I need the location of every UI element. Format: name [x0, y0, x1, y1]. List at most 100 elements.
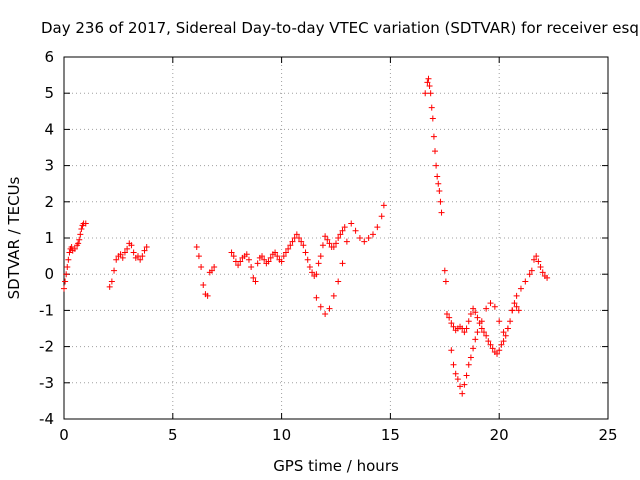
data-point [369, 231, 376, 238]
data-point [66, 249, 73, 256]
data-point [526, 271, 533, 278]
data-point [315, 260, 322, 267]
data-point [461, 381, 468, 388]
y-tick-label: -1 [39, 301, 54, 319]
data-point [235, 262, 242, 269]
data-point [62, 278, 69, 285]
data-point [293, 231, 300, 238]
data-point [438, 209, 445, 216]
data-point [452, 370, 459, 377]
data-point [339, 260, 346, 267]
data-point [374, 224, 381, 231]
data-point [326, 240, 333, 247]
data-point [335, 278, 342, 285]
data-point [317, 253, 324, 260]
data-point [504, 325, 511, 332]
data-point [483, 305, 490, 312]
data-point [432, 148, 439, 155]
y-tick-label: 0 [44, 265, 54, 283]
data-point [461, 329, 468, 336]
data-point [361, 238, 368, 245]
data-point [496, 318, 503, 325]
data-point [208, 267, 215, 274]
data-point [513, 292, 520, 299]
data-point [531, 256, 538, 263]
y-tick-label: 1 [44, 229, 54, 247]
data-point [71, 245, 78, 252]
data-point [437, 198, 444, 205]
data-point [507, 318, 514, 325]
data-point [446, 314, 453, 321]
data-point [121, 249, 128, 256]
data-point [433, 162, 440, 169]
data-point [467, 354, 474, 361]
data-point [427, 90, 434, 97]
y-tick-label: 3 [44, 157, 54, 175]
data-point [211, 263, 218, 270]
data-point [117, 251, 124, 258]
data-point [280, 253, 287, 260]
data-point [322, 311, 329, 318]
y-tick-label: 5 [44, 84, 54, 102]
data-point [265, 258, 272, 265]
data-point [513, 303, 520, 310]
data-point [425, 75, 432, 82]
data-point [298, 238, 305, 245]
data-point [472, 336, 479, 343]
data-point [230, 253, 237, 260]
data-point [500, 329, 507, 336]
data-point [434, 173, 441, 180]
data-point [282, 249, 289, 256]
data-point [317, 303, 324, 310]
data-point [287, 242, 294, 249]
data-point [309, 269, 316, 276]
data-point [313, 271, 320, 278]
data-point [68, 244, 75, 251]
data-point [356, 235, 363, 241]
x-tick-label: 15 [381, 426, 400, 444]
y-axis: -4 -3 -2 -1 0 1 2 3 4 5 6 [39, 48, 608, 428]
y-axis-label: SDTVAR / TECUs [5, 176, 23, 299]
data-point [491, 303, 498, 310]
data-point [337, 231, 344, 238]
data-point [478, 325, 485, 332]
data-point [533, 253, 540, 260]
data-point [324, 236, 331, 243]
data-point [195, 253, 202, 260]
data-point [304, 256, 311, 263]
data-point [200, 282, 207, 289]
data-point [245, 256, 252, 263]
data-point [489, 345, 496, 352]
data-point [474, 314, 481, 321]
x-tick-label: 10 [272, 426, 291, 444]
data-point [285, 245, 292, 252]
data-point [259, 253, 266, 260]
data-point [108, 278, 115, 285]
data-point [137, 256, 144, 263]
data-point [478, 318, 485, 325]
data-point [448, 320, 455, 327]
data-point [343, 238, 350, 245]
data-point [252, 278, 259, 285]
data-point [348, 220, 355, 227]
data-point [435, 180, 442, 187]
data-point [248, 263, 255, 270]
data-point [509, 307, 516, 314]
data-point [470, 305, 477, 312]
data-point [428, 104, 435, 111]
data-point [515, 307, 522, 314]
data-point [467, 311, 474, 318]
data-point [528, 267, 535, 274]
data-point [326, 305, 333, 312]
data-point [352, 227, 359, 234]
data-point [289, 238, 296, 245]
data-point [63, 271, 70, 278]
data-point [106, 283, 113, 290]
data-point [463, 325, 470, 332]
data-point [487, 300, 494, 307]
data-point [333, 240, 339, 247]
data-point [450, 361, 457, 368]
data-point [330, 292, 337, 299]
data-point [539, 269, 546, 276]
data-point [496, 347, 503, 354]
